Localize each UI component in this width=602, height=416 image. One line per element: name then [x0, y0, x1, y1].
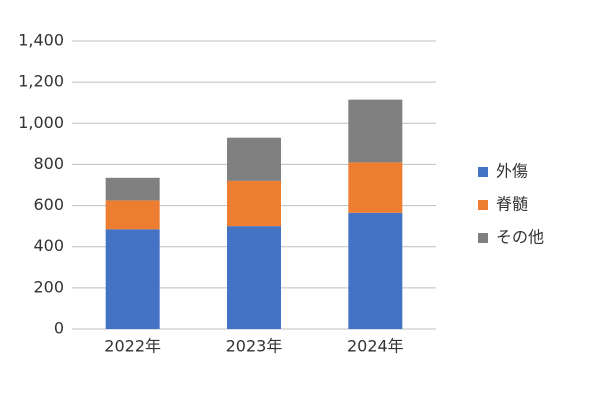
y-tick-label: 0: [54, 319, 64, 338]
bar-segment: [105, 229, 160, 329]
bar-segment: [348, 99, 403, 163]
bar-segment: [348, 162, 403, 213]
legend-swatch: [478, 200, 488, 210]
bar-segment: [105, 177, 160, 201]
bar-segment: [348, 212, 403, 329]
bar-segment: [227, 137, 281, 181]
bar-segment: [227, 226, 281, 329]
y-tick-label: 1,200: [18, 72, 64, 91]
legend-swatch: [478, 233, 488, 243]
bar-segment: [105, 200, 160, 230]
y-tick-label: 600: [33, 195, 64, 214]
legend-swatch: [478, 167, 488, 177]
legend-label: その他: [496, 228, 544, 247]
x-tick-label: 2022年: [104, 337, 161, 356]
bar-segment: [227, 180, 281, 227]
y-tick-label: 400: [33, 236, 64, 255]
legend-label: 脊髄: [496, 195, 528, 214]
y-tick-label: 200: [33, 277, 64, 296]
y-tick-label: 1,400: [18, 31, 64, 50]
y-tick-label: 800: [33, 154, 64, 173]
x-tick-label: 2024年: [347, 337, 404, 356]
y-tick-label: 1,000: [18, 113, 64, 132]
x-tick-label: 2023年: [226, 337, 283, 356]
legend-label: 外傷: [496, 162, 528, 181]
